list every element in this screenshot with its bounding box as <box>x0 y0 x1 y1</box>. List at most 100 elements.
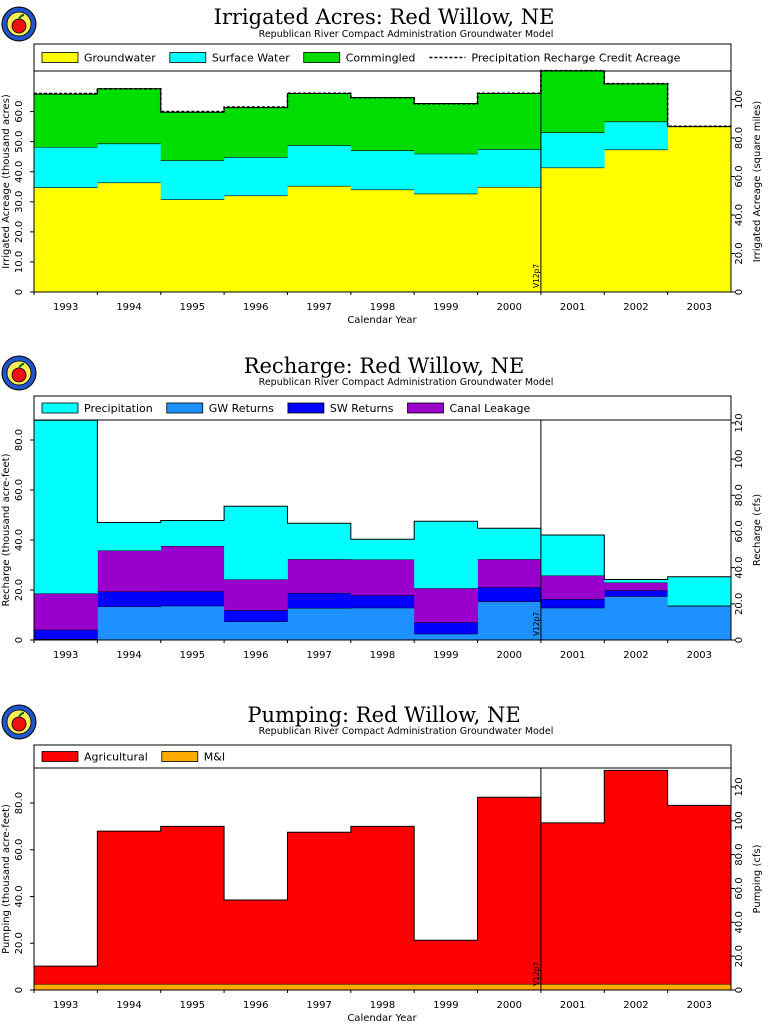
series-gw-returns <box>34 596 732 640</box>
precip-credit-line <box>34 69 731 128</box>
bar-segment <box>350 559 415 596</box>
bar-segment <box>667 126 732 292</box>
bar-segment <box>97 831 162 985</box>
bar-segment <box>97 606 162 640</box>
version-marker-label: V12p7 <box>532 962 541 986</box>
y2-tick-label: 0 <box>734 289 745 295</box>
bar-segment <box>224 195 288 292</box>
legend-label: Agricultural <box>84 751 148 764</box>
bar-segment <box>414 521 478 589</box>
logo-apple <box>11 18 27 34</box>
bar-segment <box>540 599 605 608</box>
y-tick-label: 10.0 <box>14 251 25 273</box>
chart-title: Pumping: Red Willow, NE <box>247 703 520 727</box>
x-tick-label: 2000 <box>497 302 522 313</box>
bar-segment <box>160 984 225 990</box>
legend-label: Precipitation Recharge Credit Acreage <box>471 52 680 65</box>
segment-boundary <box>34 587 731 631</box>
y2-tick-label: 100 <box>734 811 745 830</box>
x-tick-label: 1996 <box>243 650 268 661</box>
y2-tick-label: 0 <box>734 637 745 643</box>
legend-swatch <box>169 52 207 63</box>
x-tick-label: 1999 <box>433 1000 458 1011</box>
apple-logo-icon <box>1 355 37 391</box>
legend-label: Canal Leakage <box>450 402 531 415</box>
logo-leaf <box>18 14 25 20</box>
version-marker-label: V12p7 <box>532 264 541 288</box>
bar-segment <box>350 189 415 292</box>
x-tick-label: 1999 <box>433 650 458 661</box>
y-tick-label: 60.0 <box>14 100 25 122</box>
bar-segment <box>414 940 478 985</box>
legend-item: Commingled <box>303 52 415 65</box>
bar-segment <box>477 559 542 588</box>
y2-tick-label: 60.0 <box>734 520 745 542</box>
bar-segment <box>350 826 415 985</box>
bar-segment <box>540 608 605 640</box>
x-tick-label: 1993 <box>53 1000 78 1011</box>
x-tick-label: 1999 <box>433 302 458 313</box>
plot-frame <box>33 767 732 991</box>
x-tick-label: 2002 <box>623 1000 648 1011</box>
y-tick-label: 40.0 <box>14 885 25 907</box>
bar-segment <box>97 550 162 592</box>
irrigated-acres-panel: Irrigated Acres: Red Willow, NERepublica… <box>1 5 763 326</box>
chart-subtitle: Republican River Compact Administration … <box>259 29 554 40</box>
y2-tick-label: 80.0 <box>734 127 745 149</box>
bar-segment <box>34 630 98 640</box>
bar-segment <box>414 622 478 634</box>
legend-swatch <box>287 402 325 414</box>
bar-segment <box>604 83 669 122</box>
y2-tick-label: 20.0 <box>734 945 745 967</box>
y2-tick-label: 20.0 <box>734 242 745 264</box>
y2-tick-label: 40.0 <box>734 911 745 933</box>
bar-segment <box>97 984 162 990</box>
segment-boundary <box>34 126 731 200</box>
y2-tick-label: 120 <box>734 777 745 796</box>
y-tick-label: 0 <box>14 637 25 643</box>
x-tick-label: 2000 <box>497 650 522 661</box>
bar-segment <box>540 132 605 168</box>
y2-tick-label: 0 <box>734 987 745 993</box>
series-commingled <box>34 70 669 161</box>
x-tick-label: 2001 <box>560 302 585 313</box>
y2-tick-label: 20.0 <box>734 593 745 615</box>
bar-segment <box>287 593 352 609</box>
bar-segment <box>34 966 98 985</box>
bar-segment <box>540 70 605 133</box>
bar-segment <box>160 199 225 292</box>
series-agricultural <box>34 770 732 985</box>
y-tick-label: 20.0 <box>14 579 25 601</box>
legend-swatch <box>407 402 444 414</box>
x-tick-label: 2001 <box>560 650 585 661</box>
bar-segment <box>477 187 542 292</box>
bar-segment <box>667 805 732 985</box>
y2-axis-label: Pumping (cfs) <box>752 844 763 913</box>
legend-item: Surface Water <box>169 52 290 65</box>
legend-item: Agricultural <box>41 751 148 764</box>
x-tick-label: 1993 <box>53 650 78 661</box>
bar-segment <box>604 590 669 597</box>
y-tick-label: 20.0 <box>14 932 25 954</box>
bar-segment <box>477 528 542 560</box>
bar-segment <box>414 193 478 292</box>
y-tick-label: 0 <box>14 289 25 295</box>
legend-label: SW Returns <box>330 402 394 415</box>
bar-segment <box>34 984 98 990</box>
legend-label: Precipitation <box>84 402 153 415</box>
bar-segment <box>160 160 225 200</box>
x-tick-label: 1994 <box>116 302 141 313</box>
y-tick-label: 50.0 <box>14 131 25 153</box>
bar-segment <box>350 595 415 608</box>
x-tick-label: 1998 <box>370 302 395 313</box>
bar-segment <box>160 606 225 640</box>
logo-apple <box>11 367 27 383</box>
x-tick-label: 2003 <box>687 1000 712 1011</box>
bar-segment <box>287 523 352 560</box>
apple-logo-icon <box>1 704 37 740</box>
bar-segment <box>604 579 669 583</box>
bar-segment <box>350 608 415 640</box>
x-tick-label: 1996 <box>243 1000 268 1011</box>
bar-segment <box>414 634 478 640</box>
